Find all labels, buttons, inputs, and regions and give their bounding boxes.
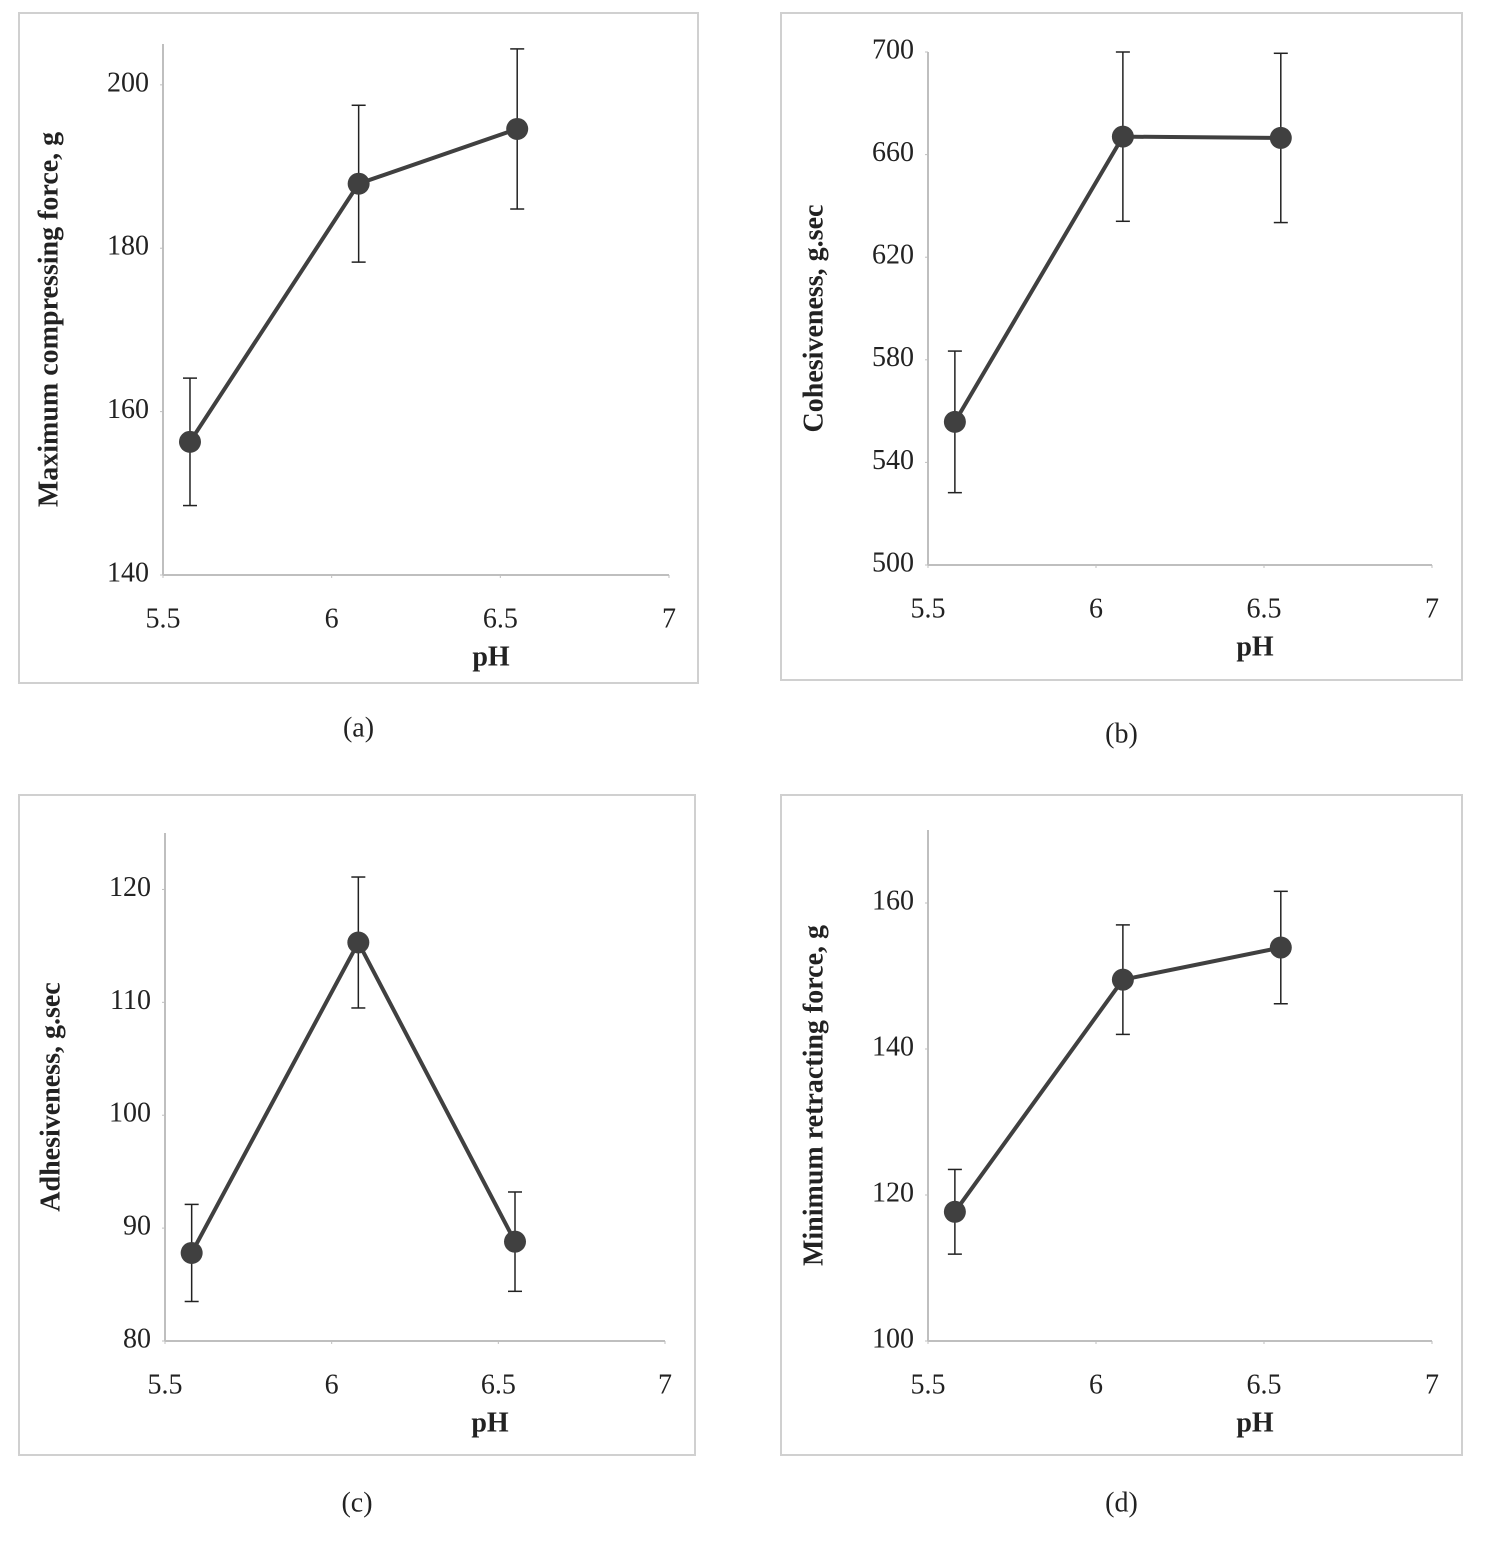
x-tick-label: 6.5 <box>483 603 518 634</box>
x-axis-title: pH <box>471 1407 509 1438</box>
y-tick-label: 160 <box>107 394 149 425</box>
data-point <box>347 172 370 195</box>
x-tick-label: 6.5 <box>1247 1369 1282 1400</box>
caption: (b) <box>1105 718 1138 749</box>
data-point <box>1269 126 1292 149</box>
x-axis-title: pH <box>472 641 510 672</box>
panel-border <box>18 794 696 1456</box>
x-tick-label: 7 <box>1425 593 1439 624</box>
y-tick-label: 120 <box>872 1177 914 1208</box>
y-tick-label: 120 <box>109 872 151 903</box>
x-tick-label: 6.5 <box>1247 593 1282 624</box>
data-point <box>1269 936 1292 959</box>
y-tick-label: 100 <box>109 1098 151 1129</box>
x-tick-label: 6 <box>325 1369 339 1400</box>
x-tick-label: 6.5 <box>481 1369 516 1400</box>
y-tick-label: 140 <box>872 1031 914 1062</box>
data-point <box>1111 968 1134 991</box>
data-point <box>943 1200 966 1223</box>
panel-border <box>780 794 1463 1456</box>
x-tick-label: 6 <box>325 603 339 634</box>
x-axis-title: pH <box>1236 631 1274 662</box>
y-tick-label: 90 <box>123 1211 151 1242</box>
y-tick-label: 110 <box>110 985 151 1016</box>
y-tick-label: 160 <box>872 885 914 916</box>
y-tick-label: 180 <box>107 231 149 262</box>
y-tick-label: 500 <box>872 547 914 578</box>
x-tick-label: 7 <box>658 1369 672 1400</box>
y-axis-title: Minimum retracting force, g <box>798 925 829 1266</box>
data-point <box>504 1230 526 1253</box>
x-tick-label: 5.5 <box>911 1369 946 1400</box>
data-point <box>180 1241 203 1264</box>
caption: (c) <box>341 1487 372 1518</box>
x-tick-label: 5.5 <box>148 1369 183 1400</box>
x-tick-label: 7 <box>662 603 676 634</box>
data-point <box>506 117 529 140</box>
y-tick-label: 700 <box>872 34 914 65</box>
caption: (d) <box>1105 1487 1138 1518</box>
data-point <box>943 410 966 433</box>
data-point <box>178 430 201 453</box>
data-line <box>189 938 517 1254</box>
x-tick-label: 6 <box>1089 593 1103 624</box>
y-tick-label: 620 <box>872 240 914 271</box>
y-tick-label: 660 <box>872 137 914 168</box>
data-point <box>1111 125 1134 148</box>
x-tick-label: 6 <box>1089 1369 1103 1400</box>
y-tick-label: 540 <box>872 445 914 476</box>
x-tick-label: 7 <box>1425 1369 1439 1400</box>
x-axis-title: pH <box>1236 1407 1274 1438</box>
y-tick-label: 140 <box>107 557 149 588</box>
y-axis-title: Cohesiveness, g.sec <box>798 205 829 433</box>
y-axis-title: Adhesiveness, g.sec <box>35 982 66 1211</box>
data-line <box>953 134 1281 423</box>
x-tick-label: 5.5 <box>911 593 946 624</box>
y-tick-label: 80 <box>123 1323 151 1354</box>
panel-border <box>18 12 699 684</box>
y-tick-label: 200 <box>107 67 149 98</box>
y-tick-label: 580 <box>872 342 914 373</box>
y-axis-title: Maximum compressing force, g <box>33 132 64 507</box>
x-tick-label: 5.5 <box>146 603 181 634</box>
caption: (a) <box>343 712 374 743</box>
y-tick-label: 100 <box>872 1323 914 1354</box>
data-point <box>347 931 370 954</box>
panel-border <box>780 12 1463 681</box>
